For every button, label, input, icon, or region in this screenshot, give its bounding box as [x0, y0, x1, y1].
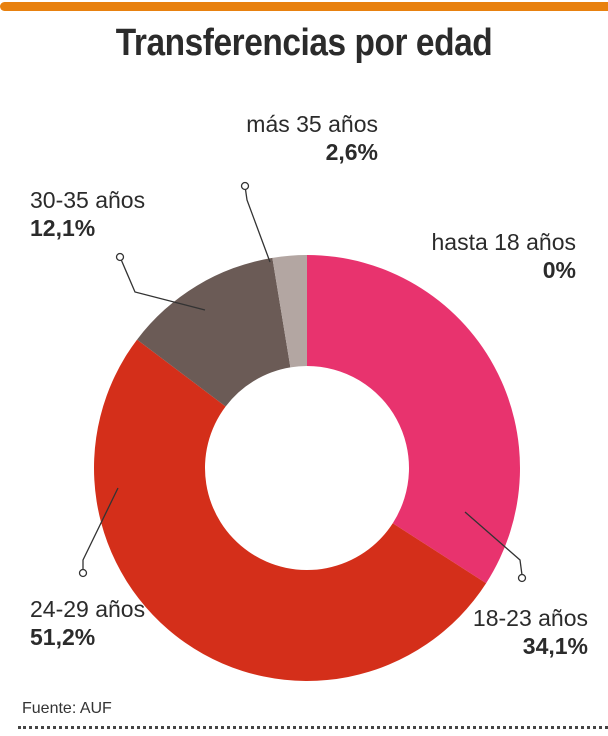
leader-line-24-29 — [82, 487, 119, 572]
leader-line-30-35 — [119, 256, 206, 311]
leader-dot-30-35 — [115, 252, 125, 262]
slice-24-29-años — [94, 339, 487, 681]
leader-dot-24-29 — [78, 568, 88, 578]
leader-line-18-23 — [464, 511, 523, 576]
leader-dot-mas-35 — [240, 181, 250, 191]
label-mas-35: más 35 años 2,6% — [246, 111, 378, 165]
dotted-divider — [18, 726, 608, 729]
chart-title: Transferencias por edad — [115, 22, 493, 64]
slice-30-35-años — [137, 257, 291, 407]
slice-18-23-años — [307, 255, 520, 584]
label-hasta-18: hasta 18 años 0% — [431, 229, 576, 283]
slice-más-35-años — [272, 255, 307, 368]
leader-line-mas-35 — [244, 185, 271, 263]
source-note: Fuente: AUF — [22, 700, 112, 717]
label-18-23: 18-23 años 34,1% — [472, 605, 588, 659]
label-24-29: 24-29 años 51,2% — [30, 596, 146, 650]
label-30-35: 30-35 años 12,1% — [30, 187, 146, 241]
leader-dot-18-23 — [517, 573, 527, 583]
top-accent-bar — [0, 2, 608, 11]
